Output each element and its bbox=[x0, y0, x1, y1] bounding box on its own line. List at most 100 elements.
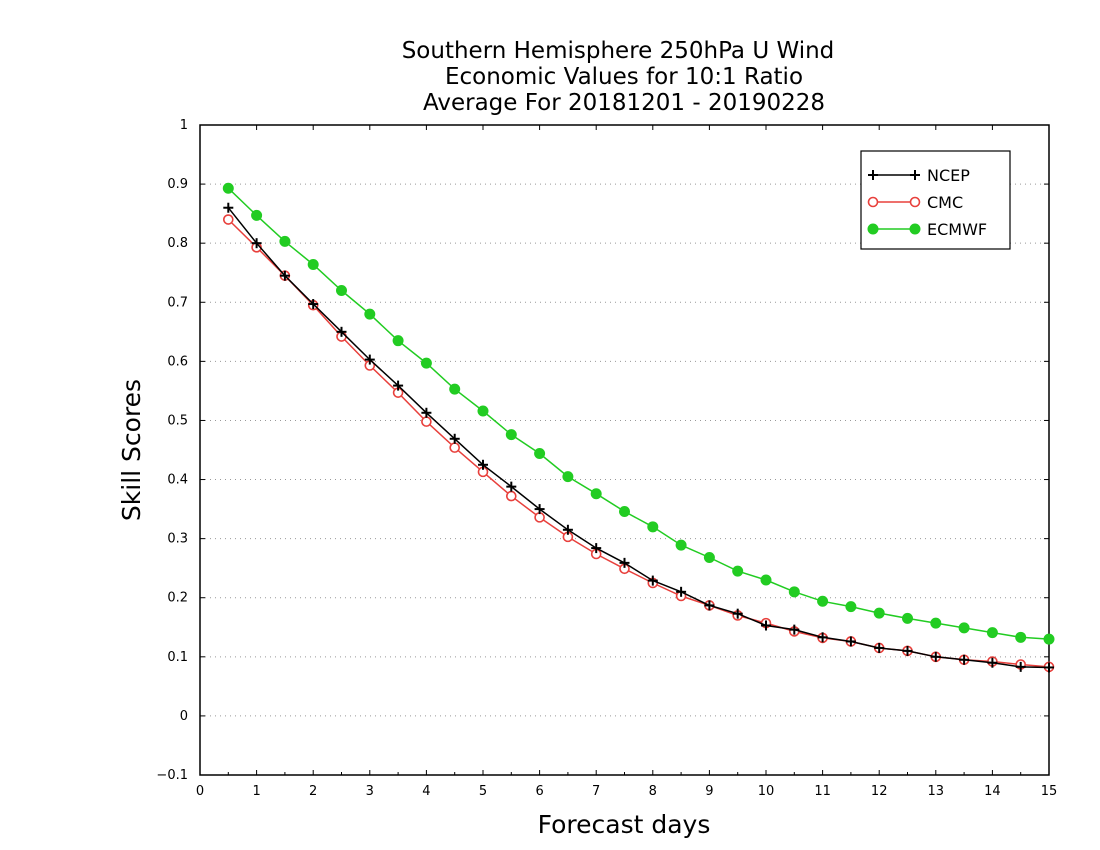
data-point-ncep bbox=[449, 433, 460, 444]
x-tick-label: 9 bbox=[705, 784, 713, 799]
data-point-ecmwf bbox=[703, 552, 715, 564]
data-point-ecmwf bbox=[590, 488, 602, 500]
x-tick-label: 6 bbox=[535, 784, 543, 799]
data-point-ecmwf bbox=[1015, 631, 1027, 643]
legend-marker-ncep bbox=[868, 170, 878, 180]
legend-marker-ncep bbox=[910, 170, 920, 180]
data-point-ncep bbox=[987, 657, 998, 668]
data-point-ncep bbox=[761, 620, 771, 631]
data-point-ecmwf bbox=[902, 612, 913, 624]
x-axis-label: Forecast days bbox=[538, 810, 711, 839]
x-tick-label: 5 bbox=[479, 784, 487, 799]
data-point-ncep bbox=[647, 575, 658, 586]
data-point-ecmwf bbox=[420, 357, 432, 369]
data-point-ecmwf bbox=[958, 622, 970, 634]
data-point-ncep bbox=[421, 407, 432, 418]
data-point-cmc bbox=[505, 490, 517, 502]
data-point-ncep bbox=[591, 543, 602, 554]
data-point-ecmwf bbox=[222, 182, 234, 194]
data-point-ecmwf bbox=[788, 586, 800, 598]
data-point-ncep bbox=[534, 504, 545, 515]
y-tick-label: 0 bbox=[180, 709, 188, 724]
data-point-ncep bbox=[959, 654, 970, 665]
data-point-ncep bbox=[704, 600, 715, 611]
x-tick-label: 3 bbox=[366, 784, 374, 799]
x-tick-label: 2 bbox=[309, 784, 317, 799]
y-axis-label: Skill Scores bbox=[117, 379, 146, 521]
data-point-ecmwf bbox=[619, 505, 630, 517]
legend: NCEP CMC ECMWF bbox=[860, 150, 1011, 250]
y-tick-label: 0.3 bbox=[167, 532, 188, 547]
data-point-ecmwf bbox=[336, 284, 347, 296]
series-line-cmc bbox=[227, 218, 1050, 668]
x-tick-label: 13 bbox=[928, 784, 945, 799]
chart-title-line-3: Average For 20181201 - 20190228 bbox=[423, 90, 825, 116]
data-point-ecmwf bbox=[534, 448, 546, 460]
data-point-ecmwf bbox=[307, 258, 319, 270]
data-point-ncep bbox=[874, 642, 885, 653]
data-point-ecmwf bbox=[364, 308, 376, 320]
plot-axes: −0.100.10.20.30.40.50.60.70.80.910 1 2 3 4 5 6… bbox=[156, 118, 1057, 799]
x-tick-label: 14 bbox=[984, 784, 1001, 799]
data-point-ncep bbox=[732, 608, 743, 619]
series-ncep bbox=[223, 202, 1054, 673]
data-point-ecmwf bbox=[675, 539, 687, 551]
series-ecmwf bbox=[222, 182, 1055, 645]
data-point-ecmwf bbox=[477, 405, 489, 417]
x-tick-label: 8 bbox=[649, 784, 657, 799]
data-point-cmc bbox=[223, 214, 234, 225]
plot-frame bbox=[199, 124, 1050, 776]
data-point-ecmwf bbox=[505, 429, 517, 441]
data-point-ecmwf bbox=[251, 209, 263, 221]
y-tick-label: 0.5 bbox=[167, 413, 188, 428]
y-tick-label: 0.7 bbox=[167, 295, 188, 310]
data-point-ncep bbox=[1015, 661, 1026, 672]
chart-title-line-2: Economic Values for 10:1 Ratio bbox=[445, 64, 803, 90]
data-point-ecmwf bbox=[817, 595, 829, 607]
x-tick-label: 10 bbox=[758, 784, 775, 799]
x-tick-label: 7 bbox=[592, 784, 600, 799]
data-point-ncep bbox=[1044, 662, 1054, 673]
legend-marker-ecmwf bbox=[909, 223, 921, 235]
x-tick-label: 4 bbox=[422, 784, 430, 799]
data-point-ecmwf bbox=[760, 574, 772, 586]
legend-label-ecmwf: ECMWF bbox=[927, 220, 987, 239]
data-point-ncep bbox=[676, 586, 687, 597]
data-point-ncep bbox=[478, 459, 488, 470]
data-point-ncep bbox=[817, 632, 828, 643]
data-point-ncep bbox=[393, 380, 404, 391]
data-point-ecmwf bbox=[392, 335, 404, 347]
data-point-cmc bbox=[534, 512, 545, 523]
data-point-ncep bbox=[336, 326, 347, 337]
x-tick-label: 1 bbox=[252, 784, 260, 799]
y-tick-label: 0.2 bbox=[167, 591, 188, 606]
y-tick-label: 1 bbox=[180, 118, 188, 133]
data-point-ncep bbox=[506, 481, 517, 492]
data-point-ncep bbox=[308, 299, 319, 310]
series-line-ncep bbox=[227, 207, 1050, 669]
data-point-ecmwf bbox=[986, 627, 998, 639]
legend-label-ncep: NCEP bbox=[927, 166, 970, 185]
data-point-ncep bbox=[364, 354, 375, 365]
chart-title-line-1: Southern Hemisphere 250hPa U Wind bbox=[402, 38, 835, 64]
data-point-ecmwf bbox=[647, 521, 659, 533]
legend-box bbox=[860, 150, 1011, 250]
data-point-ncep bbox=[223, 202, 234, 213]
data-point-ncep bbox=[619, 557, 630, 568]
y-tick-label: 0.1 bbox=[167, 650, 188, 665]
data-point-ncep bbox=[930, 651, 941, 662]
grid-lines bbox=[200, 183, 1049, 717]
x-tick-label: 11 bbox=[814, 784, 831, 799]
data-point-ecmwf bbox=[845, 601, 857, 613]
data-point-cmc bbox=[421, 416, 432, 427]
series-cmc bbox=[223, 214, 1055, 673]
y-tick-label: 0.4 bbox=[167, 473, 188, 488]
legend-marker-cmc bbox=[867, 196, 879, 208]
legend-label-cmc: CMC bbox=[927, 193, 963, 212]
data-point-cmc bbox=[449, 442, 461, 453]
y-tick-label: 0.8 bbox=[167, 236, 188, 251]
data-series bbox=[222, 182, 1055, 673]
data-point-ncep bbox=[902, 645, 913, 656]
data-point-ncep bbox=[562, 524, 573, 535]
